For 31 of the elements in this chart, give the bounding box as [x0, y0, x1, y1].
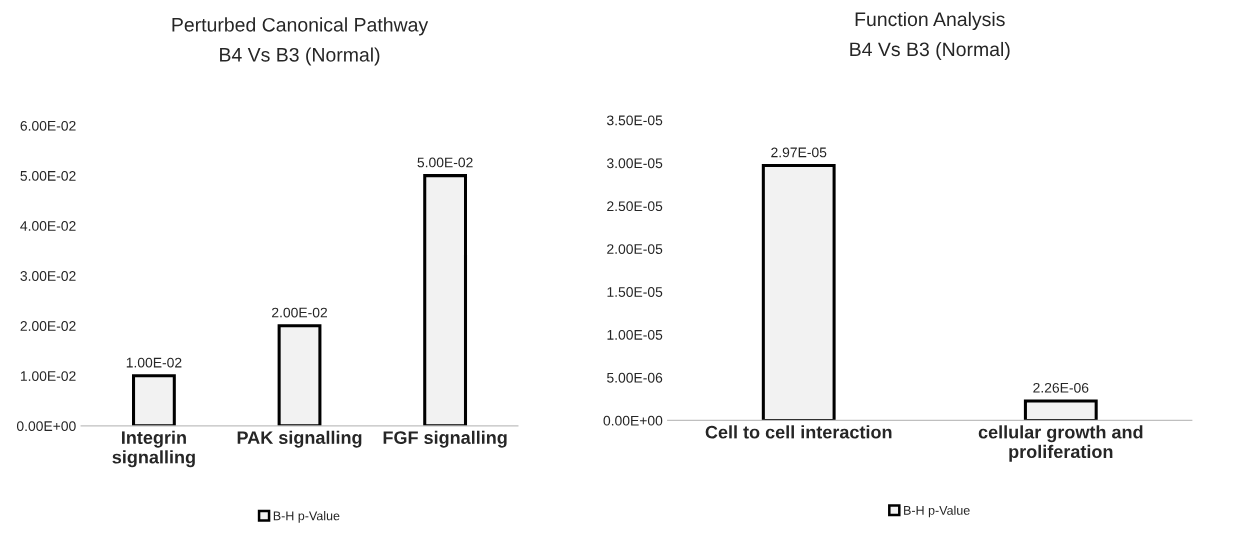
- y-tick-label: 1.00E-05: [607, 329, 663, 340]
- data-label: 5.00E-02: [417, 157, 473, 168]
- y-tick-label: 3.00E-02: [20, 271, 76, 281]
- y-tick-label: 4.00E-02: [20, 221, 76, 231]
- x-tick-label: Cell to cell interaction: [705, 425, 892, 439]
- chart-title: Perturbed Canonical Pathway: [172, 17, 429, 36]
- x-tick-label: FGF signalling: [383, 430, 507, 448]
- data-label: 2.00E-02: [272, 307, 328, 318]
- chart-subtitle: B4 Vs B3 (Normal): [850, 41, 1010, 61]
- x-tick-label: PAK signalling: [237, 430, 362, 448]
- data-label: 2.26E-06: [1033, 382, 1089, 393]
- y-tick-label: 3.50E-05: [606, 115, 663, 126]
- chart-subtitle: B4 Vs B3 (Normal): [220, 47, 380, 66]
- y-tick-label: 3.00E-05: [606, 158, 663, 169]
- y-tick-label: 1.50E-05: [607, 287, 663, 297]
- legend-label: B-H p-Value: [273, 511, 340, 523]
- y-tick-label: 5.00E-02: [20, 170, 76, 181]
- y-tick-label: 1.00E-02: [20, 371, 76, 381]
- y-tick-label: 2.00E-02: [20, 321, 76, 331]
- data-label: 2.97E-05: [771, 147, 827, 158]
- x-tick-label: Integrin signalling: [112, 430, 195, 468]
- x-tick-label: cellular growth and proliferation: [978, 425, 1143, 462]
- y-tick-label: 0.00E+00: [603, 415, 663, 426]
- y-tick-label: 2.50E-05: [607, 201, 663, 212]
- legend-label: B-H p-Value: [904, 505, 970, 518]
- y-tick-label: 6.00E-02: [20, 120, 76, 131]
- chart-title: Function Analysis: [855, 11, 1005, 31]
- y-tick-label: 0.00E+00: [16, 421, 76, 432]
- y-tick-label: 5.00E-06: [607, 372, 663, 383]
- data-label: 1.00E-02: [126, 357, 182, 368]
- y-tick-label: 2.00E-05: [607, 244, 663, 254]
